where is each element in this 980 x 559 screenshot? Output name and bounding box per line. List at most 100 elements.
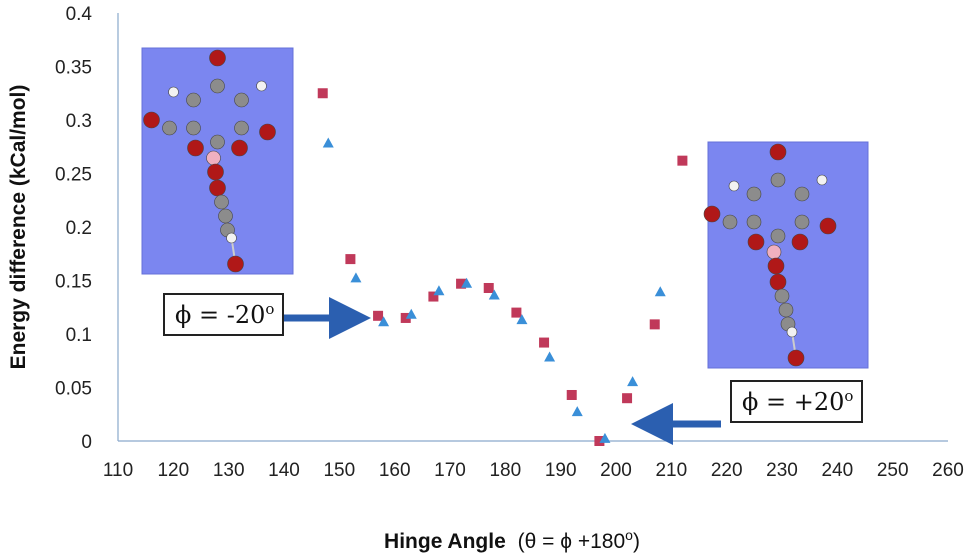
atom xyxy=(256,80,267,92)
x-axis-title: Hinge Angle (θ = ϕ +180o) xyxy=(384,527,640,553)
y-tick-labels: 0 0.05 0.1 0.15 0.2 0.25 0.3 0.35 0.4 xyxy=(55,4,92,453)
molecule-inset-left xyxy=(141,47,294,275)
atom xyxy=(186,120,201,136)
x-tick-label: 200 xyxy=(600,460,632,481)
x-tick-label: 240 xyxy=(821,460,853,481)
data-point-triangle xyxy=(433,285,445,296)
atom xyxy=(767,257,785,275)
y-tick-label: 0.4 xyxy=(66,4,93,25)
data-point-square xyxy=(317,88,328,99)
data-point-square xyxy=(511,307,522,318)
x-tick-labels: 110 120 130 140 150 160 170 180 190 200 210 220 230 2… xyxy=(103,460,964,481)
data-point-triangle xyxy=(350,272,362,283)
atom xyxy=(187,139,204,157)
data-point-square xyxy=(428,291,439,302)
atom xyxy=(168,86,179,98)
atom xyxy=(746,214,762,230)
data-point-square xyxy=(622,393,633,404)
atom xyxy=(226,232,237,244)
atom xyxy=(746,186,762,202)
arrows xyxy=(282,297,721,445)
atom xyxy=(214,194,229,210)
atom xyxy=(209,179,226,197)
atom xyxy=(143,111,160,129)
data-point-square xyxy=(566,389,577,400)
data-point-square xyxy=(456,278,467,289)
data-point-square xyxy=(539,337,550,348)
atom xyxy=(794,214,810,230)
y-tick-label: 0.15 xyxy=(55,272,92,293)
atom xyxy=(766,244,782,260)
x-tick-label: 230 xyxy=(766,460,798,481)
y-tick-label: 0.1 xyxy=(66,325,92,346)
data-point-triangle xyxy=(322,137,334,148)
data-point-triangle xyxy=(571,406,583,417)
atom xyxy=(703,205,721,223)
data-point-square xyxy=(594,436,605,446)
atom xyxy=(218,208,233,224)
y-tick-label: 0.25 xyxy=(55,165,92,186)
atom xyxy=(234,120,249,136)
atom xyxy=(774,288,790,304)
annotation-phi-plus: ϕ = +20o xyxy=(730,380,864,424)
data-point-triangle xyxy=(461,277,473,288)
data-point-triangle xyxy=(599,432,611,443)
x-tick-label: 140 xyxy=(268,460,300,481)
x-tick-label: 220 xyxy=(711,460,743,481)
x-tick-label: 180 xyxy=(489,460,521,481)
data-point-triangle xyxy=(378,316,390,327)
data-point-triangle xyxy=(627,376,639,387)
x-tick-label: 210 xyxy=(655,460,687,481)
x-axis-title-main: Hinge Angle xyxy=(384,530,506,553)
x-tick-label: 130 xyxy=(213,460,245,481)
x-tick-label: 150 xyxy=(323,460,355,481)
atom xyxy=(722,214,738,230)
atom xyxy=(206,150,221,166)
atom xyxy=(259,123,276,141)
atom xyxy=(747,233,765,251)
atom xyxy=(186,92,201,108)
atom xyxy=(209,49,226,67)
x-tick-label: 260 xyxy=(932,460,964,481)
x-tick-label: 120 xyxy=(157,460,189,481)
atom xyxy=(778,302,794,318)
atom xyxy=(787,349,805,367)
atom xyxy=(769,143,787,161)
x-tick-label: 110 xyxy=(103,460,133,481)
data-point-square xyxy=(345,254,356,265)
x-tick-label: 170 xyxy=(434,460,466,481)
annotation-phi-plus-text: ϕ = +20 xyxy=(742,388,845,416)
data-point-triangle xyxy=(405,308,417,319)
annotation-phi-plus-sup: o xyxy=(844,387,854,405)
atom xyxy=(728,180,740,192)
data-point-triangle xyxy=(516,314,528,325)
atom xyxy=(769,273,787,291)
data-point-triangle xyxy=(654,286,666,297)
data-point-square xyxy=(373,310,384,321)
data-points xyxy=(317,88,688,446)
atom xyxy=(210,134,225,150)
y-tick-label: 0 xyxy=(81,432,92,453)
y-tick-label: 0.05 xyxy=(55,379,92,400)
atom xyxy=(770,228,786,244)
y-axis-title: Energy difference (kCal/mol) xyxy=(7,85,30,370)
data-point-square xyxy=(677,155,688,166)
x-tick-label: 250 xyxy=(877,460,909,481)
atom xyxy=(234,92,249,108)
y-tick-label: 0.3 xyxy=(66,111,92,132)
x-axis-title-sup: o xyxy=(625,527,633,543)
atom xyxy=(794,186,810,202)
annotation-phi-minus-text: ϕ = -20 xyxy=(175,301,266,329)
y-tick-label: 0.35 xyxy=(55,58,92,79)
atom xyxy=(210,78,225,94)
atom xyxy=(816,174,828,186)
molecule-inset-right xyxy=(703,141,869,369)
atom xyxy=(770,172,786,188)
y-tick-label: 0.2 xyxy=(66,218,92,239)
data-point-square xyxy=(400,312,411,323)
atom xyxy=(162,120,177,136)
atom xyxy=(231,139,248,157)
annotation-phi-minus: ϕ = -20o xyxy=(163,293,285,337)
atom xyxy=(227,255,244,273)
